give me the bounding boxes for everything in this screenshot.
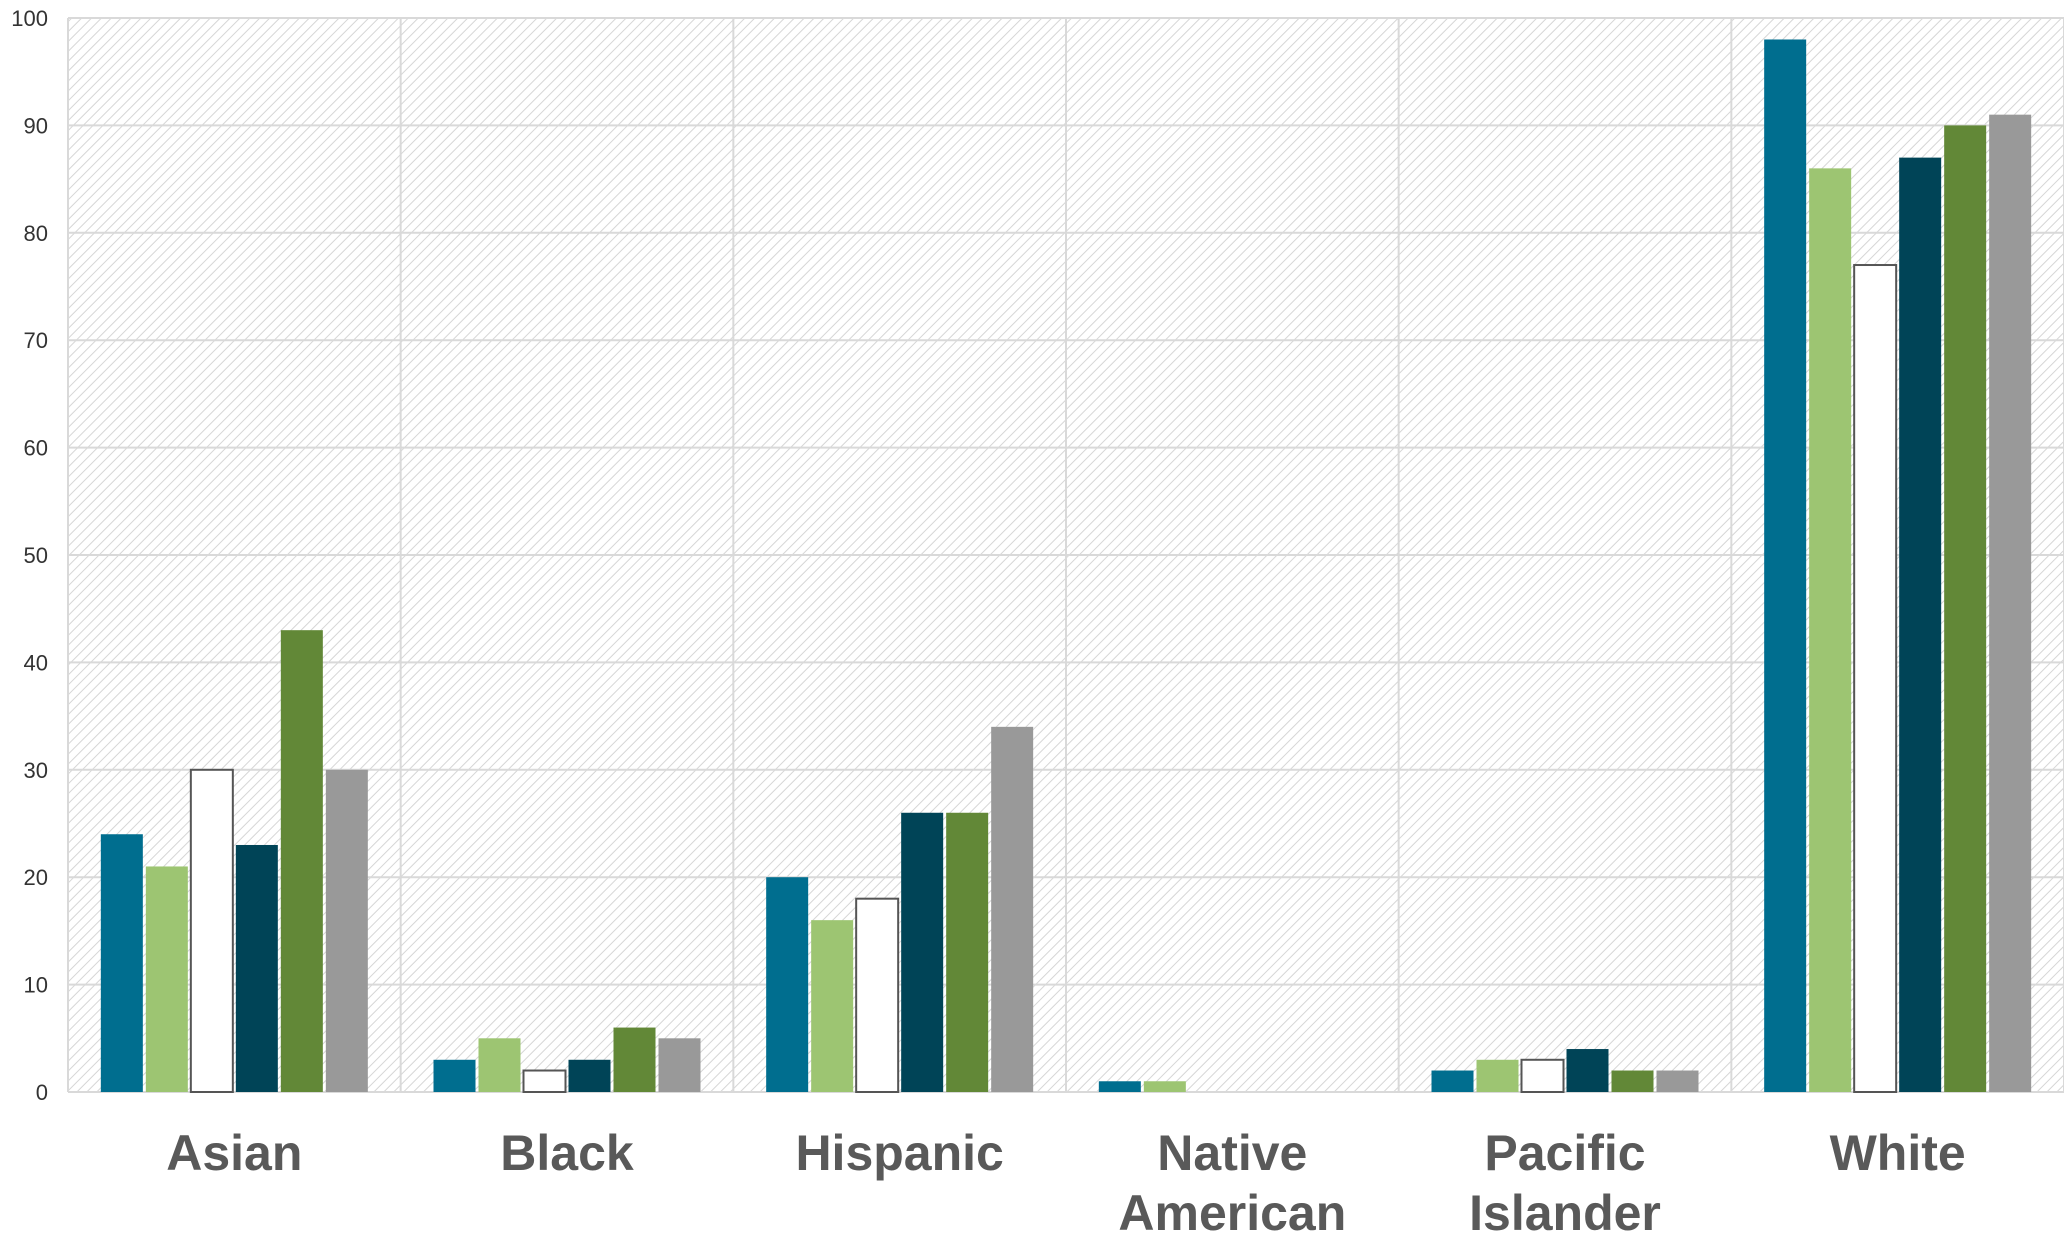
x-category-label-line: American (1118, 1185, 1346, 1241)
x-category-label: Native American (1118, 1125, 1346, 1241)
bar-pacific-islander-s6 (1656, 1070, 1699, 1092)
bar-hispanic-s1 (766, 877, 809, 1092)
x-category-label: Pacific Islander (1469, 1125, 1661, 1241)
bar-hispanic-s3 (855, 897, 900, 1093)
bar-white-s4 (1899, 157, 1942, 1092)
bar-black-s4 (568, 1059, 611, 1092)
gridlines (67, 17, 2064, 1093)
bar-pacific-islander-s2 (1476, 1059, 1519, 1092)
bar-white-s3 (1853, 264, 1898, 1093)
x-category-label-line: Hispanic (795, 1125, 1003, 1181)
bar-pacific-islander-s3 (1520, 1058, 1565, 1094)
y-axis: 0 10 20 30 40 50 60 70 80 90 100 (11, 6, 48, 1105)
bar-white-s6 (1989, 114, 2032, 1092)
bar-white-s2 (1809, 168, 1852, 1093)
bar-asian-s1 (100, 834, 143, 1092)
x-axis: Asian Black Hispanic Native American Pacific I… (166, 1125, 1965, 1241)
x-category-label-line: Asian (166, 1125, 302, 1181)
bar-pacific-islander-s4 (1566, 1049, 1609, 1092)
bar-black-s2 (478, 1038, 521, 1092)
x-category-label: Hispanic (795, 1125, 1003, 1181)
x-category-label: Black (500, 1125, 634, 1181)
y-tick-label: 0 (36, 1080, 48, 1105)
y-tick-label: 20 (24, 865, 48, 890)
bar-hispanic-s6 (991, 726, 1034, 1092)
y-tick-label: 100 (11, 6, 48, 31)
bar-black-s3 (522, 1069, 567, 1094)
y-tick-label: 10 (24, 973, 48, 998)
bar-white-s5 (1944, 125, 1987, 1092)
x-category-label-line: Black (500, 1125, 634, 1181)
y-tick-label: 50 (24, 543, 48, 568)
bar-black-s1 (433, 1059, 476, 1092)
bars (100, 39, 2032, 1094)
x-category-label-line: Islander (1469, 1185, 1661, 1241)
bar-hispanic-s4 (901, 812, 944, 1092)
bar-pacific-islander-s5 (1611, 1070, 1654, 1092)
bar-native-american-s1 (1098, 1081, 1141, 1092)
bar-hispanic-s2 (811, 920, 854, 1092)
bar-hispanic-s5 (946, 812, 989, 1092)
bar-asian-s5 (280, 630, 323, 1092)
bar-asian-s2 (145, 866, 188, 1092)
y-tick-label: 60 (24, 436, 48, 461)
y-tick-label: 70 (24, 328, 48, 353)
bar-black-s5 (613, 1027, 656, 1092)
bar-asian-s4 (235, 844, 278, 1092)
x-category-label-line: White (1830, 1125, 1966, 1181)
x-category-label: Asian (166, 1125, 302, 1181)
bar-asian-s6 (325, 769, 368, 1092)
y-tick-label: 80 (24, 221, 48, 246)
y-tick-label: 40 (24, 650, 48, 675)
bar-white-s1 (1764, 39, 1807, 1093)
x-category-label: White (1830, 1125, 1966, 1181)
x-category-label-line: Pacific (1484, 1125, 1645, 1181)
bar-pacific-islander-s1 (1431, 1070, 1474, 1092)
x-category-label-line: Native (1157, 1125, 1307, 1181)
bar-black-s6 (658, 1038, 701, 1092)
bar-asian-s3 (189, 768, 234, 1093)
bar-native-american-s2 (1143, 1081, 1186, 1092)
y-tick-label: 90 (24, 113, 48, 138)
y-tick-label: 30 (24, 758, 48, 783)
